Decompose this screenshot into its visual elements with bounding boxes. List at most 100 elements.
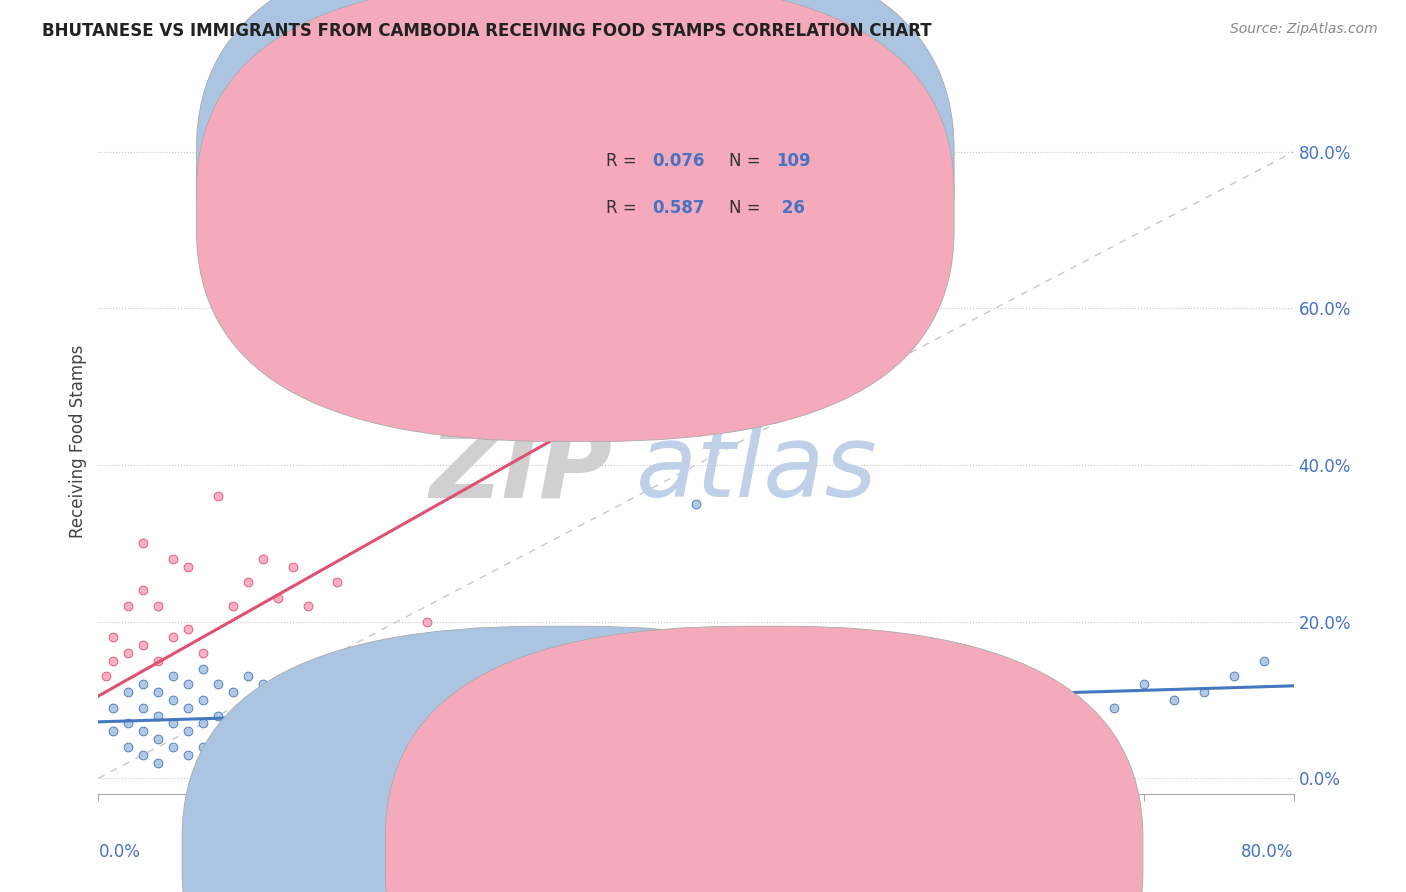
Point bbox=[371, 708, 394, 723]
Point bbox=[236, 575, 259, 590]
Point bbox=[191, 693, 214, 707]
Point bbox=[610, 669, 633, 683]
Text: Immigrants from Cambodia: Immigrants from Cambodia bbox=[797, 845, 1026, 863]
Point bbox=[222, 599, 245, 613]
FancyBboxPatch shape bbox=[529, 131, 887, 244]
Point bbox=[536, 693, 558, 707]
Point bbox=[191, 739, 214, 754]
Point bbox=[1223, 669, 1246, 683]
Point bbox=[207, 708, 229, 723]
Point bbox=[297, 708, 319, 723]
Text: Source: ZipAtlas.com: Source: ZipAtlas.com bbox=[1230, 22, 1378, 37]
Point bbox=[132, 638, 155, 652]
Point bbox=[148, 708, 170, 723]
Point bbox=[103, 630, 125, 644]
Point bbox=[446, 708, 468, 723]
Point bbox=[162, 739, 184, 754]
Point bbox=[1253, 654, 1275, 668]
Point bbox=[849, 700, 872, 714]
Point bbox=[297, 732, 319, 747]
Point bbox=[924, 716, 946, 731]
Point bbox=[626, 677, 648, 691]
Point bbox=[297, 599, 319, 613]
Point bbox=[267, 732, 290, 747]
Point bbox=[342, 693, 364, 707]
Point bbox=[191, 646, 214, 660]
Point bbox=[207, 677, 229, 691]
Point bbox=[311, 700, 333, 714]
Point bbox=[132, 677, 155, 691]
Point bbox=[252, 708, 274, 723]
Point bbox=[685, 497, 707, 511]
Point bbox=[326, 700, 349, 714]
Point bbox=[281, 700, 304, 714]
Point bbox=[148, 654, 170, 668]
Point bbox=[162, 693, 184, 707]
Text: 0.076: 0.076 bbox=[652, 152, 704, 170]
Point bbox=[894, 732, 917, 747]
Point bbox=[416, 677, 439, 691]
Text: 109: 109 bbox=[776, 152, 811, 170]
Point bbox=[385, 716, 409, 731]
Point bbox=[311, 669, 333, 683]
Point bbox=[191, 662, 214, 676]
Point bbox=[385, 685, 409, 699]
Text: 26: 26 bbox=[776, 199, 804, 217]
Point bbox=[236, 724, 259, 739]
Point bbox=[326, 732, 349, 747]
Text: BHUTANESE VS IMMIGRANTS FROM CAMBODIA RECEIVING FOOD STAMPS CORRELATION CHART: BHUTANESE VS IMMIGRANTS FROM CAMBODIA RE… bbox=[42, 22, 932, 40]
Point bbox=[953, 724, 976, 739]
Point bbox=[177, 747, 200, 762]
Point bbox=[1104, 700, 1126, 714]
Point bbox=[581, 677, 603, 691]
Point bbox=[730, 662, 752, 676]
Point bbox=[520, 700, 543, 714]
Point bbox=[148, 599, 170, 613]
Text: 0.587: 0.587 bbox=[652, 199, 704, 217]
Point bbox=[236, 739, 259, 754]
Point bbox=[94, 669, 117, 683]
Point bbox=[969, 708, 991, 723]
Point bbox=[416, 716, 439, 731]
Point bbox=[401, 708, 423, 723]
Point bbox=[984, 716, 1007, 731]
Point bbox=[177, 700, 200, 714]
Point bbox=[595, 685, 617, 699]
Point bbox=[281, 559, 304, 574]
Point bbox=[461, 693, 484, 707]
Point bbox=[700, 677, 723, 691]
Point bbox=[132, 747, 155, 762]
Point bbox=[326, 575, 349, 590]
Point bbox=[342, 724, 364, 739]
Text: N =: N = bbox=[730, 199, 766, 217]
Point bbox=[1163, 693, 1185, 707]
FancyBboxPatch shape bbox=[183, 626, 939, 892]
FancyBboxPatch shape bbox=[197, 0, 955, 400]
Text: N =: N = bbox=[730, 152, 766, 170]
Point bbox=[267, 708, 290, 723]
Point bbox=[148, 756, 170, 770]
Point bbox=[475, 700, 498, 714]
Point bbox=[132, 700, 155, 714]
Point bbox=[267, 677, 290, 691]
FancyBboxPatch shape bbox=[385, 626, 1143, 892]
Point bbox=[775, 693, 797, 707]
Point bbox=[297, 677, 319, 691]
Point bbox=[655, 662, 678, 676]
Point bbox=[252, 732, 274, 747]
Point bbox=[252, 677, 274, 691]
Y-axis label: Receiving Food Stamps: Receiving Food Stamps bbox=[69, 345, 87, 538]
Text: 0.0%: 0.0% bbox=[98, 843, 141, 861]
Point bbox=[103, 654, 125, 668]
Point bbox=[759, 708, 782, 723]
Point bbox=[117, 685, 139, 699]
Point bbox=[1192, 685, 1215, 699]
Point bbox=[865, 716, 887, 731]
Point bbox=[207, 732, 229, 747]
Point bbox=[177, 724, 200, 739]
Point bbox=[536, 341, 558, 355]
Point bbox=[356, 716, 378, 731]
Point bbox=[162, 716, 184, 731]
Point bbox=[491, 693, 513, 707]
Point bbox=[177, 623, 200, 637]
